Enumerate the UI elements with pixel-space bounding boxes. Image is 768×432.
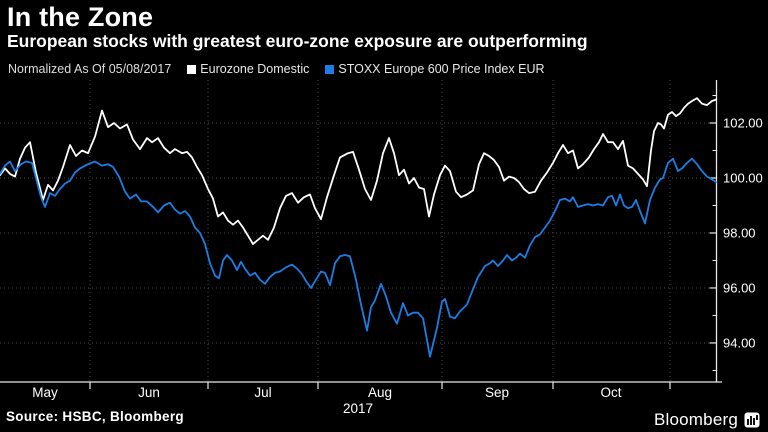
legend-item-eurozone-domestic: Eurozone Domestic [187, 62, 309, 76]
x-axis-month-label: Sep [485, 385, 509, 400]
y-axis-tick-label: 94.00 [723, 335, 756, 350]
legend-item-stoxx-600: STOXX Europe 600 Price Index EUR [325, 62, 545, 76]
page-title: In the Zone [7, 2, 154, 32]
legend-swatch-white [187, 64, 197, 74]
bloomberg-logo-icon [744, 412, 760, 428]
y-axis-tick-label: 98.00 [723, 225, 756, 240]
x-axis-month-label: May [32, 385, 58, 400]
series-line-stoxx-europe-600-price-index-eur [0, 157, 717, 358]
bloomberg-wordmark: Bloomberg [653, 410, 738, 429]
chart-subtitle: European stocks with greatest euro-zone … [7, 31, 588, 51]
x-axis-year-label: 2017 [343, 401, 373, 416]
y-axis-tick-label: 102.00 [723, 115, 763, 130]
x-axis-month-label: Oct [600, 385, 621, 400]
bloomberg-brand: Bloomberg [654, 410, 760, 430]
y-axis-tick-label: 96.00 [723, 280, 756, 295]
y-axis-tick-label: 100.00 [723, 170, 763, 185]
x-axis-month-label: Jul [254, 385, 271, 400]
chart-plot: 102.00 100.00 98.00 96.00 94.00 May Jun Jul Aug S… [0, 80, 763, 416]
legend-label: STOXX Europe 600 Price Index EUR [338, 62, 545, 76]
series-line-eurozone-domestic [0, 97, 717, 245]
legend-swatch-blue [325, 64, 335, 74]
x-axis-month-label: Jun [138, 385, 160, 400]
source-attribution: Source: HSBC, Bloomberg [6, 409, 184, 424]
legend-label: Eurozone Domestic [200, 62, 310, 76]
normalized-as-of-label: Normalized As Of 05/08/2017 [8, 62, 172, 76]
chart-legend: Normalized As Of 05/08/2017 Eurozone Dom… [8, 62, 561, 76]
x-axis-month-label: Aug [368, 385, 392, 400]
